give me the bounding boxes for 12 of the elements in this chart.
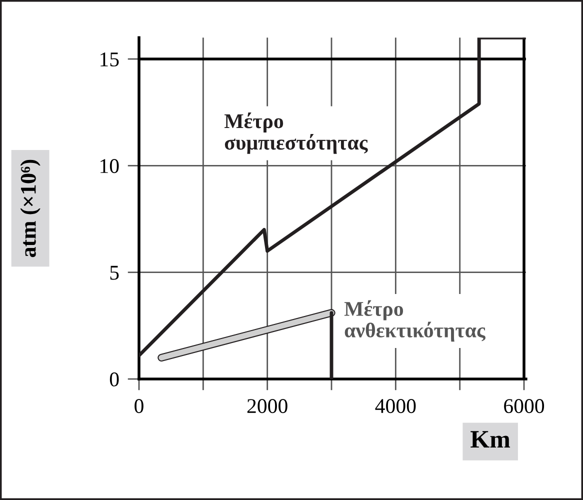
x-tick-label: 6000 xyxy=(504,399,544,414)
y-tick-label: 0 xyxy=(110,372,119,386)
y-tick-label: 10 xyxy=(100,159,119,174)
y-tick-label: 15 xyxy=(100,52,119,66)
series-label: Μέτρο συμπιεστότητας xyxy=(224,112,368,154)
x-tick-label: 2000 xyxy=(247,399,288,414)
x-axis-title: Km xyxy=(470,431,510,448)
series-label: Μέτρο ανθεκτικότητας xyxy=(344,300,486,342)
x-tick-label: 4000 xyxy=(375,399,416,414)
y-axis-title: atm (×10⁶) xyxy=(20,160,40,258)
x-tick-label: 0 xyxy=(134,399,144,414)
y-tick-label: 5 xyxy=(110,266,119,280)
